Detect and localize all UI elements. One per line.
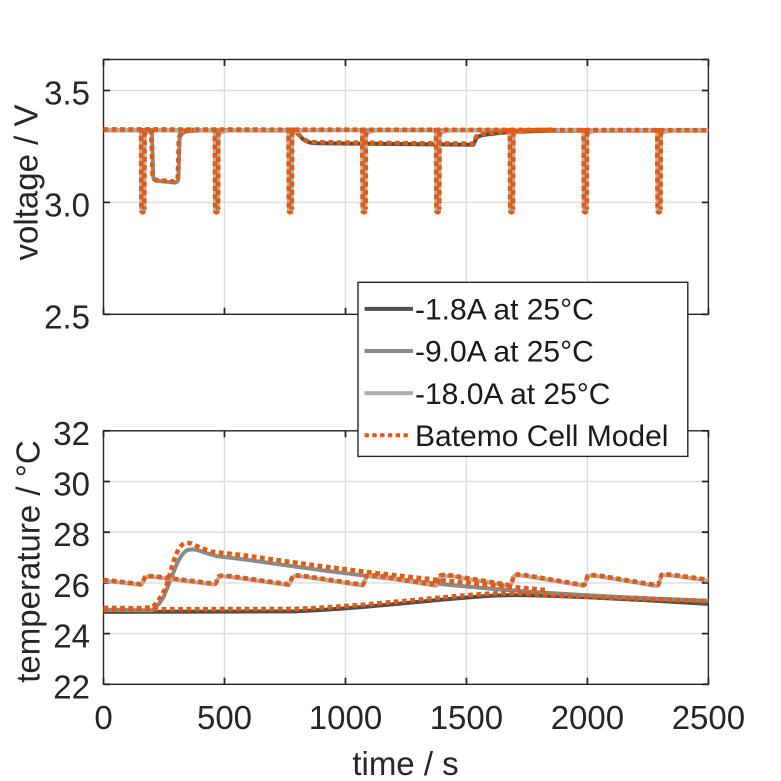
svg-text:-1.8A at 25°C: -1.8A at 25°C xyxy=(415,294,594,327)
svg-text:voltage / V: voltage / V xyxy=(8,105,45,261)
svg-text:1500: 1500 xyxy=(430,699,503,736)
svg-text:30: 30 xyxy=(53,466,90,503)
svg-text:temperature / °C: temperature / °C xyxy=(10,440,47,682)
svg-text:26: 26 xyxy=(53,567,90,604)
svg-text:2000: 2000 xyxy=(551,699,624,736)
svg-text:Batemo Cell Model: Batemo Cell Model xyxy=(415,420,668,453)
svg-text:3.5: 3.5 xyxy=(44,75,90,112)
svg-text:-18.0A at 25°C: -18.0A at 25°C xyxy=(415,378,610,411)
svg-text:22: 22 xyxy=(53,668,90,705)
svg-text:-9.0A at 25°C: -9.0A at 25°C xyxy=(415,336,594,369)
svg-text:32: 32 xyxy=(53,415,90,452)
svg-text:24: 24 xyxy=(53,618,90,655)
svg-text:1000: 1000 xyxy=(309,699,382,736)
svg-text:0: 0 xyxy=(94,699,112,736)
svg-text:500: 500 xyxy=(197,699,252,736)
svg-text:3.0: 3.0 xyxy=(44,186,90,223)
svg-text:time / s: time / s xyxy=(352,745,458,781)
svg-text:2.5: 2.5 xyxy=(44,298,90,335)
svg-text:28: 28 xyxy=(53,516,90,553)
svg-text:2500: 2500 xyxy=(672,699,745,736)
